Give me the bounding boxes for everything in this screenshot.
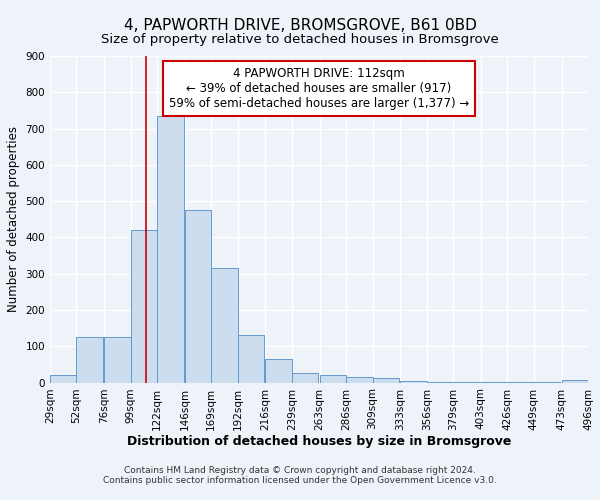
Text: Contains HM Land Registry data © Crown copyright and database right 2024.
Contai: Contains HM Land Registry data © Crown c… [103, 466, 497, 485]
Bar [400, 380, 427, 382]
Bar [320, 374, 346, 382]
Bar [131, 230, 157, 382]
Bar [104, 337, 131, 382]
Bar [373, 378, 399, 382]
Text: 4, PAPWORTH DRIVE, BROMSGROVE, B61 0BD: 4, PAPWORTH DRIVE, BROMSGROVE, B61 0BD [124, 18, 476, 32]
Bar [76, 337, 103, 382]
X-axis label: Distribution of detached houses by size in Bromsgrove: Distribution of detached houses by size … [127, 435, 511, 448]
Text: Size of property relative to detached houses in Bromsgrove: Size of property relative to detached ho… [101, 32, 499, 46]
Bar [157, 116, 184, 382]
Bar [211, 268, 238, 382]
Bar [292, 374, 319, 382]
Bar [562, 380, 588, 382]
Bar [265, 359, 292, 382]
Text: 4 PAPWORTH DRIVE: 112sqm
← 39% of detached houses are smaller (917)
59% of semi-: 4 PAPWORTH DRIVE: 112sqm ← 39% of detach… [169, 68, 469, 110]
Y-axis label: Number of detached properties: Number of detached properties [7, 126, 20, 312]
Bar [50, 376, 76, 382]
Bar [185, 210, 211, 382]
Bar [346, 377, 373, 382]
Bar [238, 336, 264, 382]
